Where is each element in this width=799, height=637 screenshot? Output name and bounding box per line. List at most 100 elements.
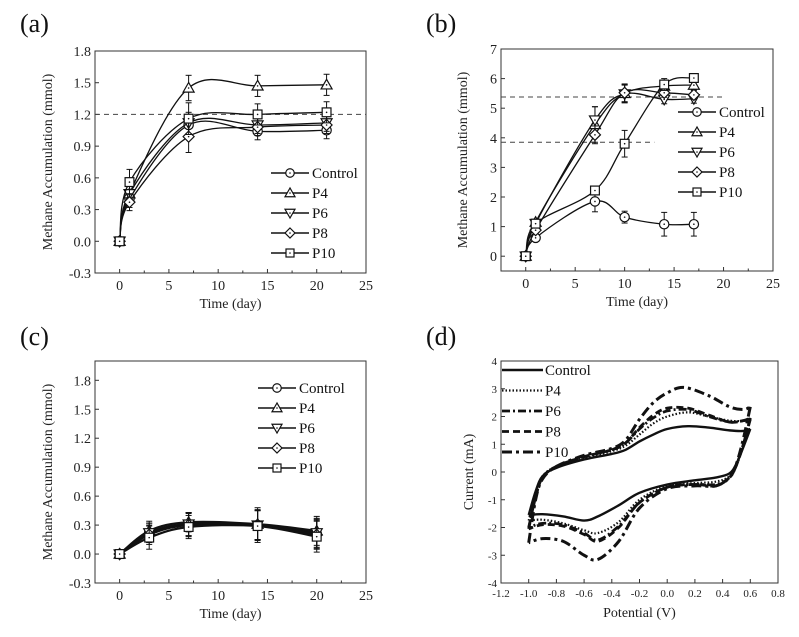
series-p10: [527, 385, 752, 562]
x-tick-label: 20: [310, 589, 324, 604]
legend-item-p8: P8: [502, 425, 561, 441]
legend-marker-dot: [289, 212, 291, 214]
x-tick-label: 15: [260, 279, 274, 294]
x-axis-title: Potential (V): [603, 606, 676, 621]
x-tick-label: 0: [522, 277, 529, 292]
data-point-dot: [256, 126, 259, 128]
data-point-dot: [256, 525, 259, 527]
y-axis-title: Methane Accumulation (mmol): [456, 71, 471, 248]
legend-label: P6: [545, 404, 561, 420]
legend-label: P6: [312, 206, 328, 222]
legend-item-p4: P4: [258, 401, 315, 417]
legend-item-p8: P8: [258, 441, 315, 457]
x-tick-label: 0: [116, 589, 123, 604]
data-point-dot: [623, 142, 626, 145]
data-point-dot: [594, 189, 596, 192]
legend-item-control: Control: [502, 363, 591, 379]
data-point-dot: [187, 135, 190, 138]
x-tick-label: 0.4: [716, 588, 730, 600]
series-line: [118, 117, 327, 242]
x-tick-label: 5: [572, 277, 579, 292]
series-p10: [114, 101, 332, 247]
cv-forward-scan: [527, 407, 751, 528]
data-point-dot: [325, 84, 328, 86]
y-tick-label: 0.9: [74, 140, 92, 155]
legend-label: P6: [719, 145, 735, 161]
series-line: [525, 200, 694, 257]
x-tick-label: 25: [359, 279, 373, 294]
series-line: [118, 120, 327, 242]
x-tick-label: 20: [310, 279, 324, 294]
y-tick-label: -3: [488, 550, 498, 562]
legend-label: P6: [299, 421, 315, 437]
plot-frame: [94, 50, 367, 274]
x-tick-label: 0.0: [660, 588, 674, 600]
legend-marker-dot: [276, 447, 278, 449]
y-tick-label: 1.2: [74, 108, 92, 123]
x-tick-label: -0.4: [603, 588, 621, 600]
data-point-dot: [118, 240, 121, 243]
panel-label: (d): [426, 322, 456, 351]
legend-marker-dot: [289, 172, 291, 174]
data-point-dot: [524, 255, 527, 257]
x-tick-label: 25: [359, 589, 373, 604]
legend-item-control: Control: [258, 381, 345, 397]
x-tick-label: 10: [211, 279, 225, 294]
series-p10: [114, 509, 322, 560]
x-tick-label: 0.2: [688, 588, 702, 600]
series-line: [525, 92, 694, 257]
legend-item-p8: P8: [271, 226, 328, 242]
x-tick-label: -0.6: [575, 588, 593, 600]
series-p6: [113, 111, 334, 248]
legend-marker-dot: [276, 407, 278, 409]
data-point-dot: [663, 92, 665, 94]
legend: Control P4 P6 P8 P10: [502, 363, 591, 461]
data-point-dot: [315, 535, 318, 538]
legend-item-p10: P10: [271, 246, 335, 262]
legend-item-control: Control: [271, 166, 358, 182]
legend-label: P4: [312, 186, 328, 202]
legend-marker-dot: [276, 467, 278, 469]
y-tick-label: 3: [490, 161, 497, 176]
legend-item-control: Control: [678, 105, 765, 121]
x-tick-label: 25: [766, 277, 780, 292]
series-p6: [519, 84, 701, 263]
x-tick-label: 5: [165, 589, 172, 604]
legend-item-p6: P6: [258, 421, 315, 437]
y-tick-label: 1: [492, 439, 498, 451]
data-point-dot: [693, 84, 695, 86]
y-tick-label: 0: [492, 467, 498, 479]
data-point-dot: [663, 98, 665, 101]
x-tick-label: -0.8: [548, 588, 566, 600]
chart-panel-c: 0 5 10 15 20 25 -0.3 0.0 0.3 0.6 0.9 1.2 1.5 1.8 Time …: [20, 322, 373, 622]
x-tick-label: 5: [165, 279, 172, 294]
legend-label: P10: [299, 461, 322, 477]
legend-label: Control: [719, 105, 765, 121]
data-point-dot: [534, 222, 537, 225]
cv-forward-scan: [527, 405, 751, 530]
y-tick-label: 0.0: [74, 548, 92, 563]
x-tick-label: 10: [618, 277, 632, 292]
legend-item-p4: P4: [678, 125, 735, 141]
x-tick-label: -1.2: [492, 588, 509, 600]
y-axis-title: Methane Accumulation (mmol): [41, 383, 56, 560]
series-p10: [520, 73, 699, 262]
series-p8: [113, 116, 333, 248]
series-p8: [527, 405, 752, 543]
legend: Control P4 P6 P8 P10: [258, 381, 345, 477]
legend-marker-dot: [696, 131, 698, 133]
y-axis-title: Methane Accumulation (mmol): [41, 73, 56, 250]
series-p8: [519, 83, 701, 263]
series-line: [525, 88, 694, 257]
chart-panel-d: -1.2 -1.0 -0.8 -0.6 -0.4 -0.2 0.0 0.2 0.4 0.6 0.8 -…: [426, 322, 785, 621]
y-tick-label: -4: [488, 578, 498, 590]
y-tick-label: -0.3: [69, 267, 91, 282]
x-axis-title: Time (day): [199, 297, 261, 312]
cv-reverse-scan: [528, 417, 752, 542]
legend-item-p10: P10: [258, 461, 322, 477]
y-tick-label: 1.8: [74, 45, 92, 60]
legend-label: Control: [312, 166, 358, 182]
x-tick-label: 15: [667, 277, 681, 292]
data-point-dot: [594, 134, 596, 136]
